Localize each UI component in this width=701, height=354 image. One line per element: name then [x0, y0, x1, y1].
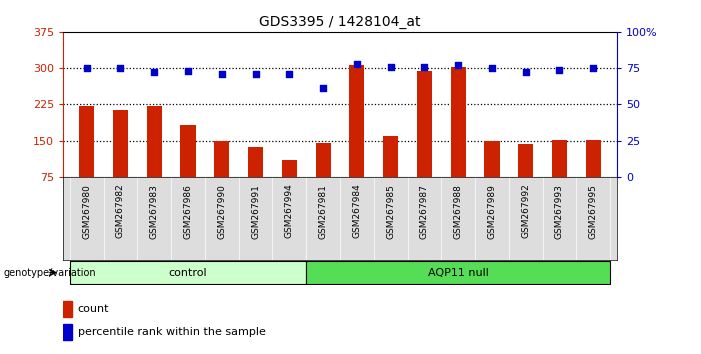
Point	[453, 62, 464, 68]
Text: GSM267984: GSM267984	[353, 184, 362, 238]
Point	[318, 86, 329, 91]
Text: GSM267992: GSM267992	[522, 184, 530, 238]
Text: GSM267980: GSM267980	[82, 184, 91, 239]
Text: GSM267986: GSM267986	[184, 184, 193, 239]
Point	[115, 65, 126, 71]
Bar	[417, 70, 432, 177]
Title: GDS3395 / 1428104_at: GDS3395 / 1428104_at	[259, 16, 421, 29]
Bar	[518, 144, 533, 177]
Bar	[215, 141, 229, 177]
Point	[216, 71, 227, 77]
Text: percentile rank within the sample: percentile rank within the sample	[78, 327, 266, 337]
Text: GSM267981: GSM267981	[318, 184, 327, 239]
Point	[486, 65, 498, 71]
Text: GSM267994: GSM267994	[285, 184, 294, 238]
Text: control: control	[169, 268, 207, 278]
Text: GSM267993: GSM267993	[555, 184, 564, 239]
Bar	[248, 147, 263, 177]
Text: GSM267988: GSM267988	[454, 184, 463, 239]
Bar	[63, 324, 72, 340]
Point	[587, 65, 599, 71]
Text: GSM267985: GSM267985	[386, 184, 395, 239]
Bar	[552, 140, 567, 177]
Point	[351, 61, 362, 67]
Point	[182, 68, 193, 74]
Bar	[79, 106, 95, 177]
Bar	[349, 65, 365, 177]
Bar	[147, 106, 162, 177]
Bar	[113, 110, 128, 177]
Text: count: count	[78, 304, 109, 314]
Text: GSM267995: GSM267995	[589, 184, 598, 239]
Text: GSM267987: GSM267987	[420, 184, 429, 239]
Point	[418, 64, 430, 69]
Point	[554, 67, 565, 73]
Text: GSM267982: GSM267982	[116, 184, 125, 238]
Point	[520, 70, 531, 75]
Point	[250, 71, 261, 77]
Bar	[315, 143, 331, 177]
Text: GSM267990: GSM267990	[217, 184, 226, 239]
Bar	[585, 140, 601, 177]
Point	[149, 70, 160, 75]
Bar	[451, 67, 465, 177]
Text: GSM267991: GSM267991	[251, 184, 260, 239]
Bar	[282, 160, 297, 177]
Bar	[383, 136, 398, 177]
FancyBboxPatch shape	[70, 261, 306, 284]
Text: GSM267989: GSM267989	[487, 184, 496, 239]
Point	[385, 64, 396, 69]
Point	[81, 65, 93, 71]
Text: GSM267983: GSM267983	[150, 184, 158, 239]
Bar	[180, 125, 196, 177]
Bar	[63, 301, 72, 317]
Text: AQP11 null: AQP11 null	[428, 268, 489, 278]
Bar	[484, 141, 500, 177]
FancyBboxPatch shape	[306, 261, 610, 284]
Text: genotype/variation: genotype/variation	[4, 268, 96, 278]
Point	[284, 71, 295, 77]
